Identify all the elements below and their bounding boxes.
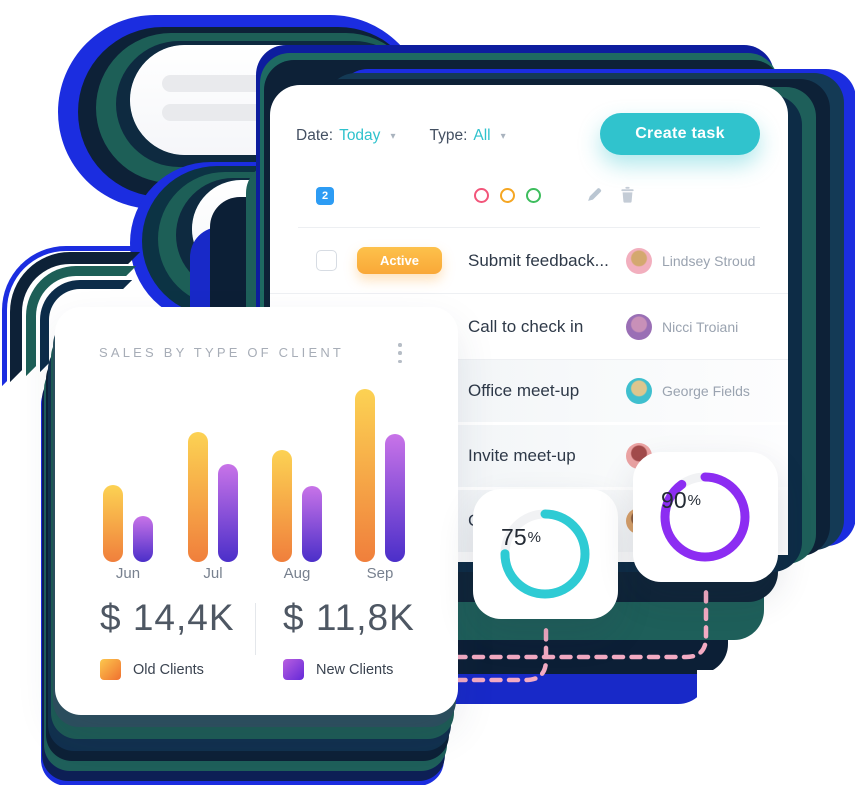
month-label: Sep (366, 565, 394, 582)
new-clients-label: New Clients (316, 662, 394, 678)
progress-unit: % (527, 528, 541, 546)
month-label: Jul (203, 565, 223, 582)
new-clients-total: $ 11,8K (283, 597, 415, 638)
old-clients-swatch (100, 659, 121, 680)
task-title: Call to check in (468, 316, 584, 336)
glitch-arc (2, 246, 142, 386)
progress-unit: % (687, 491, 701, 509)
old-clients-bar (355, 389, 375, 562)
progress-card-90: 90% (633, 452, 778, 582)
progress-ring-75 (497, 506, 593, 602)
new-clients-bar (133, 516, 153, 562)
filter-bar: Date: Today ▾ Type: All ▾ (296, 125, 534, 147)
glitch-arc (40, 280, 132, 372)
progress-ring-90 (657, 469, 753, 565)
sales-bar-chart (55, 377, 458, 562)
status-filter-red-icon[interactable] (474, 188, 489, 203)
selected-count-badge: 2 (316, 187, 334, 205)
date-filter-value: Today (339, 127, 381, 144)
glitch-arc (26, 266, 136, 376)
progress-value: 90 (661, 486, 687, 513)
month-label: Aug (283, 565, 311, 582)
avatar (626, 378, 652, 404)
task-checkbox[interactable] (316, 250, 337, 271)
type-filter-dropdown[interactable]: Type: All ▾ (429, 127, 505, 145)
date-filter-label: Date: (296, 127, 334, 144)
date-filter-dropdown[interactable]: Date: Today ▾ (296, 127, 395, 145)
background-square (697, 670, 855, 785)
new-clients-swatch (283, 659, 304, 680)
new-clients-bar (218, 464, 238, 562)
chevron-down-icon: ▾ (500, 130, 506, 142)
bar-group (188, 377, 238, 562)
bar-group (355, 377, 405, 562)
totals-divider (255, 603, 256, 655)
assignee-name: Nicci Troiani (662, 318, 739, 335)
status-badge: Active (357, 247, 442, 274)
chart-legend: Old Clients New Clients (55, 659, 458, 681)
task-row[interactable]: Call to check in Nicci Troiani (270, 294, 788, 360)
new-clients-bar (302, 486, 322, 562)
old-clients-bar (103, 485, 123, 562)
edit-pencil-icon[interactable] (586, 186, 603, 203)
status-filter-green-icon[interactable] (526, 188, 541, 203)
month-label: Jun (115, 565, 141, 582)
task-title: Invite meet-up (468, 446, 576, 465)
task-row[interactable]: Active Submit feedback... Lindsey Stroud (270, 228, 788, 294)
skeleton-text-bar (162, 104, 270, 121)
assignee-name: George Fields (662, 383, 750, 399)
status-filter-orange-icon[interactable] (500, 188, 515, 203)
kebab-menu-icon[interactable] (394, 343, 406, 363)
new-clients-bar (385, 434, 405, 562)
sales-card-title: SALES BY TYPE OF CLIENT (99, 345, 345, 360)
month-axis: Jun Jul Aug Sep (55, 565, 458, 585)
avatar (626, 247, 652, 274)
progress-card-75: 75% (473, 489, 618, 619)
bar-group (103, 377, 153, 562)
old-clients-total: $ 14,4K (100, 597, 235, 638)
task-title: Submit feedback... (468, 250, 609, 270)
trash-icon[interactable] (619, 186, 636, 203)
bar-group (272, 377, 322, 562)
old-clients-bar (272, 450, 292, 562)
type-filter-value: All (473, 127, 491, 144)
old-clients-bar (188, 432, 208, 562)
type-filter-label: Type: (429, 127, 468, 144)
glitch-arc (10, 252, 140, 382)
list-toolbar: 2 (270, 183, 788, 211)
chevron-down-icon: ▾ (390, 130, 396, 142)
progress-value: 75 (501, 523, 527, 550)
assignee-name: Lindsey Stroud (662, 252, 756, 269)
avatar (626, 313, 652, 340)
sales-card: SALES BY TYPE OF CLIENT Jun Jul Aug Sep $ 1… (55, 307, 458, 715)
old-clients-label: Old Clients (133, 662, 204, 678)
task-title: Office meet-up (468, 381, 580, 400)
create-task-button[interactable]: Create task (600, 113, 760, 155)
toolbar-divider (298, 227, 760, 228)
